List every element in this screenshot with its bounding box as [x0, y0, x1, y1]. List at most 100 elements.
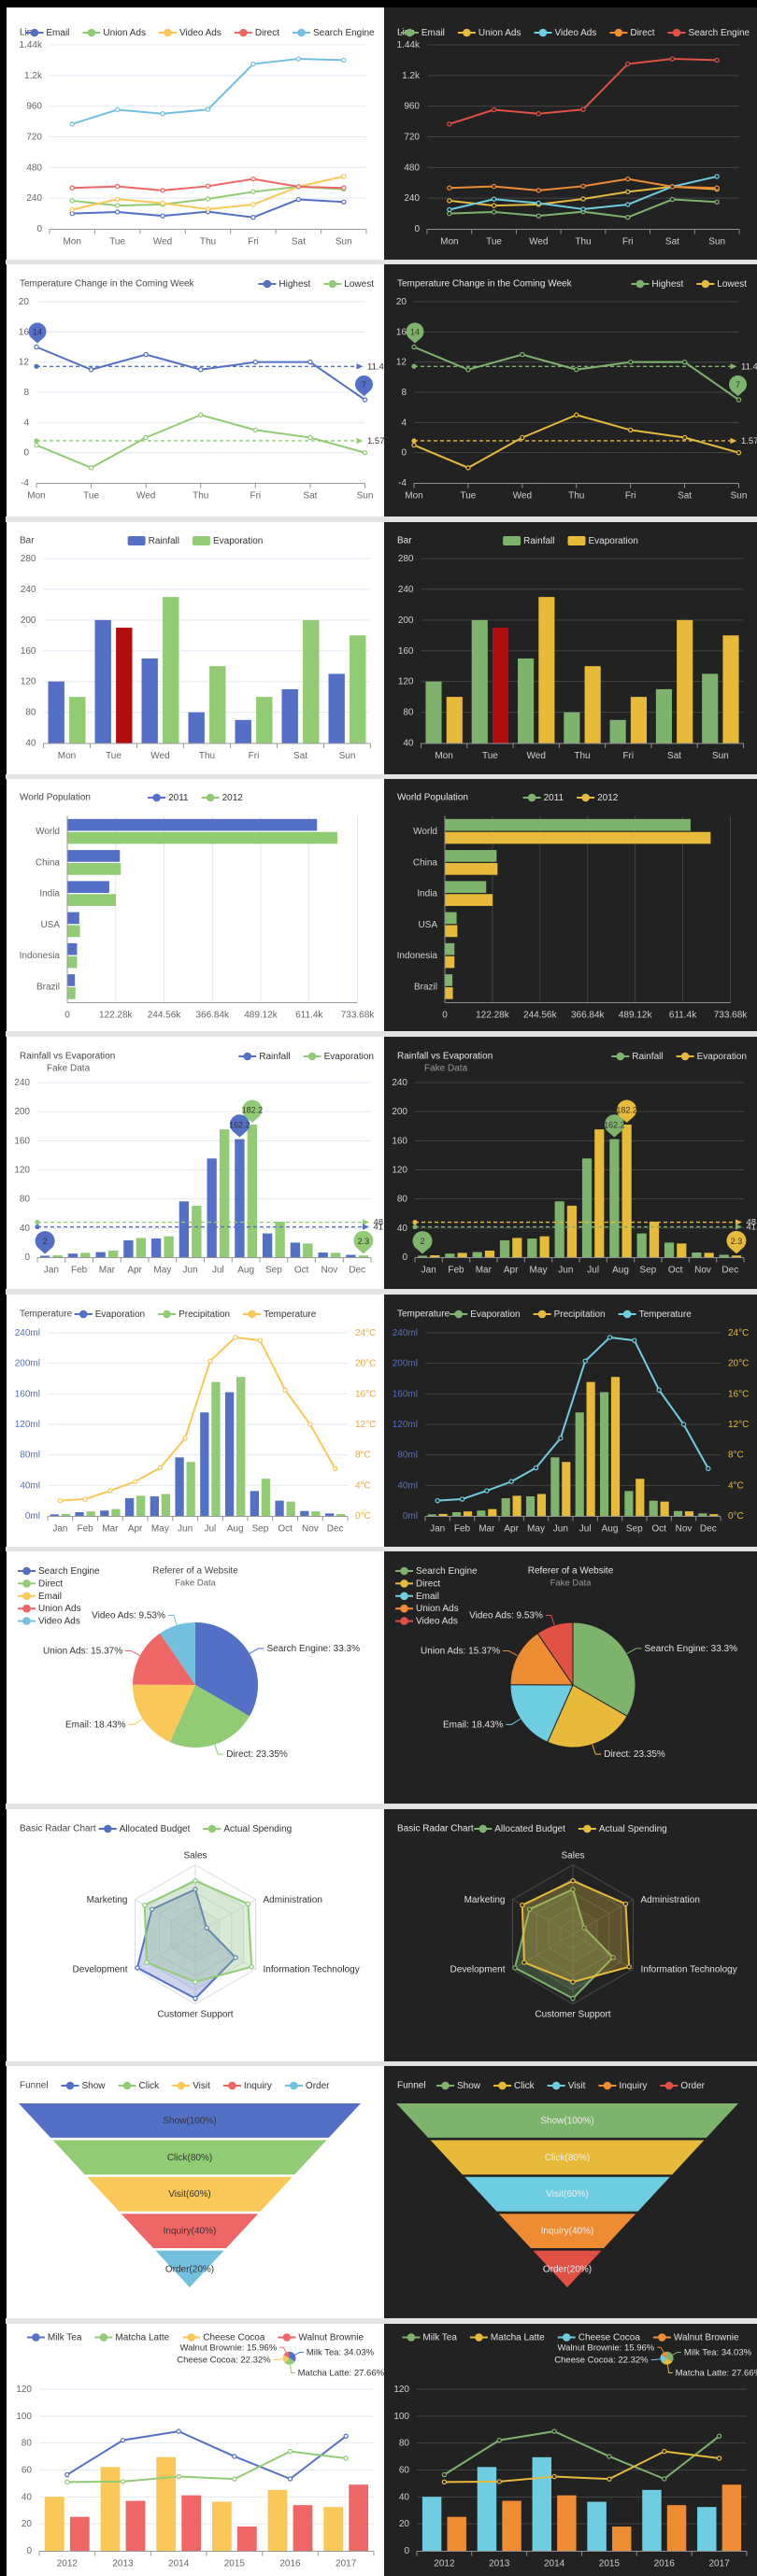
svg-text:Video Ads: Video Ads: [179, 28, 221, 38]
svg-text:960: 960: [404, 101, 420, 111]
svg-text:Jun: Jun: [183, 1266, 198, 1276]
svg-text:16°C: 16°C: [728, 1389, 749, 1399]
svg-text:World: World: [36, 828, 60, 838]
svg-text:120ml: 120ml: [15, 1420, 40, 1430]
svg-text:Mon: Mon: [63, 236, 80, 247]
svg-text:1.2k: 1.2k: [402, 70, 421, 80]
svg-text:Union Ads: Union Ads: [103, 28, 146, 38]
svg-text:Jun: Jun: [178, 1523, 193, 1534]
svg-text:Actual Spending: Actual Spending: [223, 1824, 292, 1834]
svg-text:733.68k: 733.68k: [341, 1011, 376, 1021]
svg-text:Search Engine: Search Engine: [313, 28, 375, 38]
svg-text:Apr: Apr: [127, 1266, 142, 1276]
svg-text:Evaporation: Evaporation: [324, 1052, 374, 1062]
svg-text:Click(80%): Click(80%): [167, 2153, 212, 2163]
svg-text:Union Ads: Union Ads: [478, 28, 521, 38]
svg-text:Thu: Thu: [575, 236, 591, 247]
svg-text:Walnut Brownie: Walnut Brownie: [674, 2333, 739, 2343]
svg-text:Mar: Mar: [102, 1523, 119, 1534]
svg-text:Precipitation: Precipitation: [179, 1309, 230, 1320]
svg-text:Mon: Mon: [58, 751, 76, 761]
svg-text:Sun: Sun: [731, 491, 748, 502]
svg-text:162.2: 162.2: [604, 1120, 625, 1129]
svg-text:Email: Email: [416, 1592, 439, 1602]
svg-text:Fri: Fri: [622, 751, 634, 761]
svg-text:Temperature Change in the Comi: Temperature Change in the Coming Week: [20, 279, 195, 290]
svg-text:16°C: 16°C: [355, 1389, 376, 1399]
svg-text:May: May: [530, 1266, 548, 1276]
svg-text:Temperature: Temperature: [264, 1309, 317, 1320]
svg-text:480: 480: [26, 163, 42, 173]
svg-text:8: 8: [23, 388, 29, 398]
svg-text:Rainfall vs Evaporation: Rainfall vs Evaporation: [20, 1052, 115, 1062]
svg-text:Jun: Jun: [553, 1523, 568, 1534]
svg-text:Administration: Administration: [264, 1895, 322, 1905]
svg-text:Aug: Aug: [227, 1523, 244, 1534]
svg-text:Matcha Latte: Matcha Latte: [491, 2333, 545, 2343]
svg-text:2016: 2016: [654, 2559, 676, 2569]
svg-text:Milk Tea: Milk Tea: [48, 2333, 82, 2343]
svg-text:Fake Data: Fake Data: [550, 1578, 593, 1589]
svg-text:Information Technology: Information Technology: [264, 1964, 360, 1974]
svg-text:Show(100%): Show(100%): [540, 2116, 593, 2127]
svg-text:Order(20%): Order(20%): [543, 2265, 592, 2275]
svg-text:Oct: Oct: [294, 1266, 309, 1276]
svg-text:8°C: 8°C: [355, 1450, 371, 1460]
svg-text:Direct: Direct: [255, 28, 279, 38]
svg-text:Fri: Fri: [248, 236, 259, 247]
svg-text:200: 200: [21, 616, 36, 626]
svg-text:160: 160: [14, 1136, 30, 1146]
svg-text:Matcha Latte: 27.66%: Matcha Latte: 27.66%: [676, 2369, 757, 2379]
svg-text:0: 0: [36, 224, 42, 234]
svg-text:Indonesia: Indonesia: [397, 952, 438, 962]
svg-text:40: 40: [20, 1224, 31, 1234]
svg-text:Video Ads: Video Ads: [38, 1617, 80, 1627]
svg-text:0: 0: [404, 2546, 409, 2556]
svg-text:Direct: Direct: [38, 1579, 63, 1590]
svg-text:240: 240: [21, 585, 36, 595]
svg-text:World Population: World Population: [20, 793, 91, 803]
svg-text:Development: Development: [73, 1964, 128, 1974]
svg-text:Evaporation: Evaporation: [697, 1052, 747, 1062]
svg-text:Bar: Bar: [20, 535, 35, 545]
svg-text:Feb: Feb: [71, 1266, 88, 1276]
svg-text:720: 720: [26, 132, 42, 142]
svg-text:2012: 2012: [597, 793, 619, 803]
svg-text:2011: 2011: [168, 793, 189, 803]
svg-text:Tue: Tue: [486, 236, 502, 247]
svg-text:Feb: Feb: [78, 1523, 94, 1534]
svg-text:Fake Data: Fake Data: [424, 1064, 468, 1074]
svg-text:Inquiry: Inquiry: [244, 2081, 272, 2091]
svg-text:80: 80: [25, 707, 36, 717]
svg-text:Inquiry(40%): Inquiry(40%): [164, 2227, 217, 2237]
svg-text:Jan: Jan: [421, 1266, 436, 1276]
svg-text:India: India: [417, 889, 437, 899]
svg-text:Nov: Nov: [302, 1523, 319, 1534]
svg-text:Tue: Tue: [109, 236, 125, 247]
svg-text:Feb: Feb: [448, 1266, 464, 1276]
svg-text:Evaporation: Evaporation: [470, 1309, 520, 1320]
svg-text:Basic Radar Chart: Basic Radar Chart: [397, 1823, 474, 1833]
svg-text:20: 20: [399, 2519, 410, 2529]
svg-text:200: 200: [14, 1107, 30, 1117]
svg-text:Wed: Wed: [527, 751, 546, 761]
svg-text:Fake Data: Fake Data: [47, 1064, 91, 1074]
svg-text:Apr: Apr: [504, 1523, 519, 1534]
svg-text:Tue: Tue: [460, 491, 476, 502]
svg-text:40: 40: [399, 2492, 410, 2502]
svg-text:Apr: Apr: [504, 1266, 519, 1276]
svg-text:2: 2: [421, 1237, 425, 1246]
svg-text:1.57: 1.57: [367, 436, 384, 446]
svg-text:Sun: Sun: [336, 236, 352, 247]
svg-text:240: 240: [398, 585, 414, 595]
svg-text:Direct: 23.35%: Direct: 23.35%: [226, 1749, 288, 1760]
svg-text:Actual Spending: Actual Spending: [599, 1824, 667, 1834]
svg-text:Aug: Aug: [602, 1523, 619, 1534]
svg-text:4°C: 4°C: [355, 1480, 371, 1491]
svg-text:Order: Order: [306, 2081, 330, 2091]
svg-text:20°C: 20°C: [355, 1358, 376, 1368]
svg-text:Thu: Thu: [199, 751, 215, 761]
svg-text:162.2: 162.2: [229, 1120, 250, 1129]
svg-text:611.4k: 611.4k: [669, 1011, 697, 1021]
svg-text:Sat: Sat: [292, 236, 306, 247]
